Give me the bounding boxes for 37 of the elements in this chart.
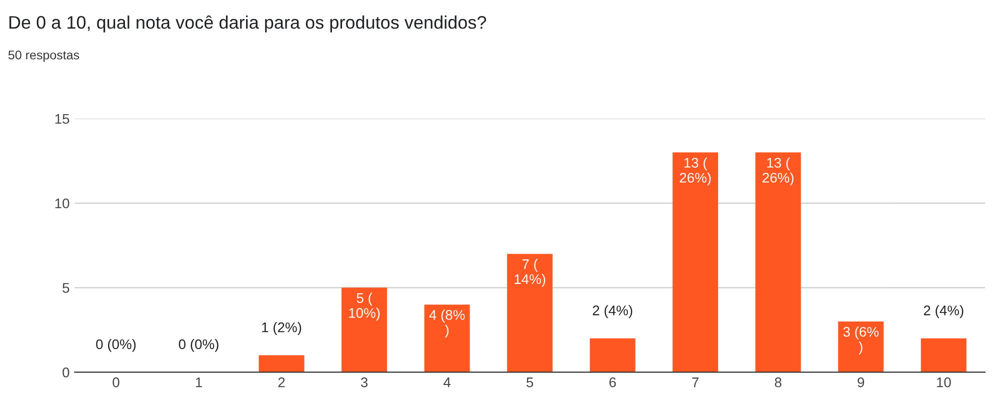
data-label: 7 ( 14%) xyxy=(514,258,546,287)
y-tick-label: 0 xyxy=(62,368,70,378)
data-label: 3 (6% ) xyxy=(843,326,879,354)
x-tick-label: 7 xyxy=(692,378,699,388)
x-tick-label: 4 xyxy=(444,378,451,388)
bar xyxy=(342,288,388,372)
data-label: 5 ( 10%) xyxy=(349,292,380,321)
data-label: 1 (2%) xyxy=(262,322,302,335)
x-tick-label: 2 xyxy=(278,377,285,388)
y-tick-label: 15 xyxy=(55,114,70,124)
bar xyxy=(590,338,636,372)
x-tick-label: 10 xyxy=(937,377,951,388)
data-label: 0 (0%) xyxy=(96,338,136,352)
x-tick-label: 0 xyxy=(112,377,120,388)
data-label: 4 (8% ) xyxy=(429,310,465,338)
bar xyxy=(838,321,884,372)
x-tick-label: 3 xyxy=(360,377,368,388)
x-tick-label: 8 xyxy=(774,377,782,388)
x-tick-label: 6 xyxy=(609,377,616,388)
bar xyxy=(672,152,718,372)
x-tick-label: 9 xyxy=(858,377,864,388)
y-tick-label: 10 xyxy=(55,198,70,208)
bar xyxy=(755,152,801,372)
data-label: 13 ( 26%) xyxy=(680,157,711,186)
bar xyxy=(258,355,304,372)
bar xyxy=(424,304,470,372)
data-label: 0 (0%) xyxy=(178,338,218,352)
x-tick-label: 5 xyxy=(526,378,534,388)
data-label: 2 (4%) xyxy=(924,305,964,318)
chart-subtitle: 50 respostas xyxy=(8,50,80,62)
data-label: 13 ( 26%) xyxy=(762,157,794,186)
data-label: 2 (4%) xyxy=(592,305,632,318)
chart-title: De 0 a 10, qual nota você daria para os produtos vendidos? xyxy=(9,15,486,32)
y-tick-label: 5 xyxy=(62,283,70,293)
x-tick-label: 1 xyxy=(196,378,202,388)
bar xyxy=(507,254,553,372)
bar xyxy=(920,338,966,372)
